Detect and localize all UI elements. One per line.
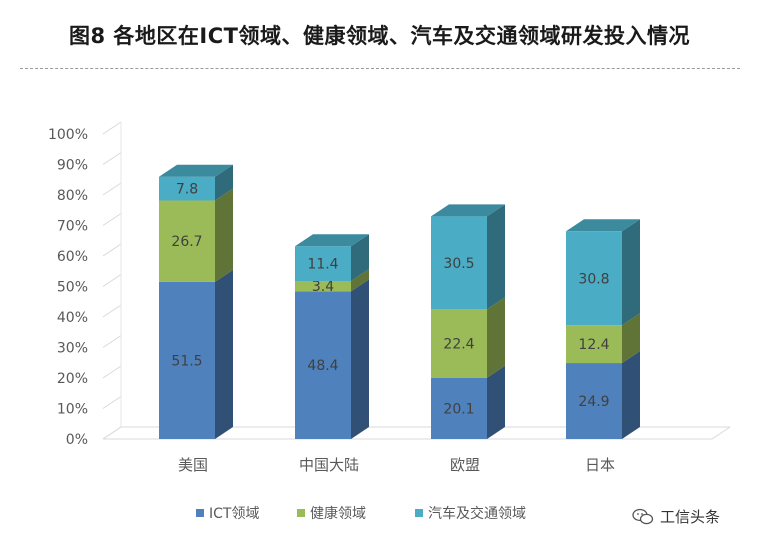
bar-side-face [215,269,233,439]
y-axis-tick-label: 10% [57,402,88,418]
bar-side-face [622,219,640,326]
bar-segment [566,363,622,439]
y-axis-tick-mark [102,396,122,409]
data-label: 24.9 [578,394,609,410]
data-label: 26.7 [171,234,202,250]
bar-segment [295,246,351,282]
category-label: 欧盟 [450,456,480,474]
y-axis-tick-mark [102,426,122,440]
chart-title: 图8 各地区在ICT领域、健康领域、汽车及交通领域研发投入情况 [69,24,690,48]
y-axis-tick-label: 60% [57,249,88,265]
bar-segment [159,176,215,201]
bar-segment [431,377,487,439]
bar-side-face [351,279,369,439]
y-axis-tick-mark [102,152,122,165]
legend-swatch [297,509,305,517]
y-axis-tick-label: 100% [48,127,88,143]
legend-label: 健康领域 [310,505,366,522]
bar-segment [431,309,487,378]
legend-label: ICT领域 [209,506,259,522]
data-label: 51.5 [171,353,202,369]
legend-label: 汽车及交通领域 [428,505,526,522]
bar-side-face [215,188,233,282]
bar-segment [159,281,215,439]
y-axis-tick-label: 40% [57,310,88,326]
wechat-icon [632,508,654,524]
bar-segment [295,281,351,292]
data-label: 30.5 [443,256,474,272]
bar-side-face [351,269,369,292]
data-label: 11.4 [307,257,338,273]
bar-side-face [622,313,640,364]
data-label: 20.1 [443,401,474,417]
data-label: 22.4 [443,337,474,353]
bar-side-face [622,351,640,439]
category-label: 日本 [585,456,615,474]
y-axis-tick-label: 80% [57,188,88,204]
bar-segment [431,216,487,310]
watermark: 工信头条 [632,506,720,527]
y-axis-tick-mark [102,365,122,379]
bar-top-face [159,164,233,177]
y-axis-tick-mark [102,274,122,287]
bar-segment [566,325,622,364]
bar-segment [295,291,351,439]
bar-side-face [487,297,505,378]
bar-side-face [487,365,505,439]
legend-swatch [415,509,423,517]
data-label: 3.4 [312,279,334,295]
bar-top-face [431,204,505,217]
y-axis-tick-mark [102,182,122,196]
y-axis-tick-label: 30% [57,341,88,357]
y-axis-tick-label: 50% [57,280,88,296]
watermark-text: 工信头条 [660,508,721,526]
data-label: 30.8 [578,271,609,287]
bar-segment [159,200,215,282]
bar-top-face [566,219,640,232]
data-label: 12.4 [578,337,609,353]
y-axis-tick-label: 20% [57,371,88,387]
category-label: 美国 [178,456,208,474]
y-axis-tick-mark [102,335,122,348]
data-label: 48.4 [307,358,338,374]
y-axis-tick-mark [102,304,122,318]
legend-swatch [196,509,204,517]
bar-top-face [295,234,369,247]
y-axis-tick-mark [102,213,122,226]
data-label: 7.8 [176,182,198,198]
title-divider [20,68,740,69]
y-axis-tick-label: 70% [57,219,88,235]
bar-side-face [351,234,369,282]
bar-segment [566,231,622,326]
bar-side-face [215,164,233,201]
y-axis-tick-mark [102,121,122,135]
y-axis-tick-label: 0% [66,432,88,448]
y-axis-tick-label: 90% [57,158,88,174]
bar-side-face [487,204,505,310]
category-label: 中国大陆 [299,456,359,474]
y-axis-tick-mark [102,243,122,257]
